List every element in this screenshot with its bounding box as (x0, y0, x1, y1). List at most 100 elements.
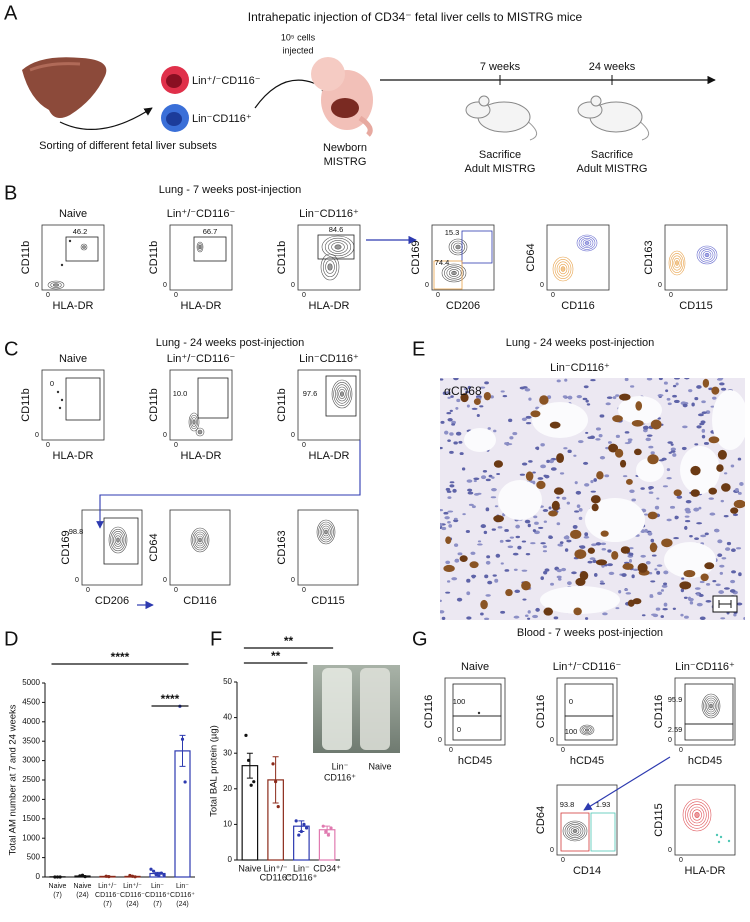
tissue-nucleus (473, 493, 480, 496)
tissue-nucleus (491, 528, 496, 531)
tissue-nucleus (730, 579, 736, 584)
tissue-nucleus (496, 473, 501, 476)
tissue-nucleus (649, 595, 654, 598)
gate (590, 812, 616, 852)
tissue-nucleus (583, 461, 589, 465)
axis-label: CD64 (535, 806, 547, 834)
tissue-nucleus (701, 428, 706, 433)
data-point (104, 874, 108, 878)
tissue-nucleus (505, 539, 512, 542)
contour (189, 414, 199, 430)
tissue-nucleus (734, 488, 739, 492)
contour (197, 243, 203, 251)
y-tick-label: 5000 (22, 678, 40, 687)
caption: MISTRG (324, 156, 367, 168)
tissue-nucleus (705, 410, 711, 414)
tissue-nucleus (640, 554, 646, 558)
contour (116, 537, 120, 543)
tissue-nucleus (550, 582, 554, 586)
cd68-cell (480, 599, 488, 610)
tissue-nucleus (449, 409, 453, 413)
tissue-nucleus (462, 513, 466, 516)
data-point (55, 875, 60, 879)
tissue-nucleus (509, 536, 515, 539)
tissue-nucleus (593, 478, 597, 482)
axis-zero: 0 (75, 577, 79, 584)
axis-zero: 0 (540, 282, 544, 289)
tissue-nucleus (567, 581, 572, 586)
axis-label: CD169 (410, 240, 422, 274)
tissue-nucleus (656, 497, 660, 500)
cd68-cell (530, 410, 541, 418)
data-point (53, 875, 57, 879)
contour (702, 251, 712, 259)
axis-zero: 0 (679, 747, 683, 754)
tissue-nucleus (622, 475, 628, 478)
tissue-nucleus (590, 379, 596, 382)
tissue-nucleus (696, 425, 702, 429)
tissue-nucleus (456, 597, 463, 602)
tissue-nucleus (487, 427, 491, 430)
tissue-nucleus (542, 509, 549, 512)
contour (670, 253, 684, 273)
gate (433, 260, 463, 290)
tissue-nucleus (599, 414, 605, 418)
tissue-nucleus (724, 472, 728, 475)
data-point (133, 875, 137, 879)
tissue-nucleus (681, 446, 687, 451)
axis-zero: 0 (425, 282, 429, 289)
tissue-nucleus (595, 542, 602, 546)
tissue-nucleus (673, 399, 680, 404)
tissue-nucleus (484, 617, 490, 620)
gate-value: 2.59 (668, 725, 683, 734)
y-tick-label: 0 (36, 872, 41, 881)
tissue-nucleus (564, 548, 569, 552)
axis-label: hCD45 (458, 755, 492, 767)
significance-label: **** (111, 650, 130, 664)
contour (331, 379, 353, 409)
contour (453, 242, 463, 252)
tissue-nucleus (453, 543, 459, 547)
plot-frame (546, 224, 610, 291)
tissue-nucleus (590, 480, 594, 484)
x-tick-label: (24) (126, 901, 138, 908)
cd68-cell (556, 453, 565, 464)
tissue-nucleus (461, 467, 466, 471)
tissue-nucleus (463, 387, 468, 391)
cd68-cell (469, 561, 479, 569)
tissue-nucleus (492, 574, 497, 577)
contour (192, 529, 208, 551)
contour (335, 384, 349, 404)
cd68-cell (543, 607, 554, 616)
tissue-nucleus (514, 589, 521, 594)
tissue-nucleus (446, 580, 451, 583)
tissue-nucleus (667, 441, 673, 444)
tissue-nucleus (543, 520, 547, 523)
cd68-cell (608, 443, 619, 453)
contour (581, 725, 593, 735)
cd68-cell (614, 448, 624, 458)
cd68-cell (647, 511, 658, 520)
axis-label: HLA-DR (685, 865, 726, 877)
tissue-nucleus (467, 385, 471, 390)
axis-zero: 0 (679, 857, 683, 864)
gate (684, 723, 734, 741)
data-point (58, 875, 62, 879)
tissue-nucleus (468, 503, 474, 507)
contour (564, 822, 586, 840)
plot-title: Naive (59, 208, 87, 220)
tissue-nucleus (574, 481, 578, 485)
contour (441, 263, 467, 283)
x-tick-label: CD116⁻ (260, 872, 292, 882)
data-point (329, 826, 333, 830)
tissue-nucleus (730, 464, 735, 468)
tissue-nucleus (445, 391, 451, 395)
plot-title: Lin⁺/⁻CD116⁻ (553, 661, 622, 673)
tissue-nucleus (696, 522, 703, 525)
axis-label: CD116 (183, 595, 216, 607)
gate (452, 715, 502, 741)
gate-value: 100 (453, 697, 466, 706)
tissue-nucleus (685, 520, 691, 523)
tissue-nucleus (684, 515, 690, 518)
axis-zero: 0 (550, 847, 554, 854)
